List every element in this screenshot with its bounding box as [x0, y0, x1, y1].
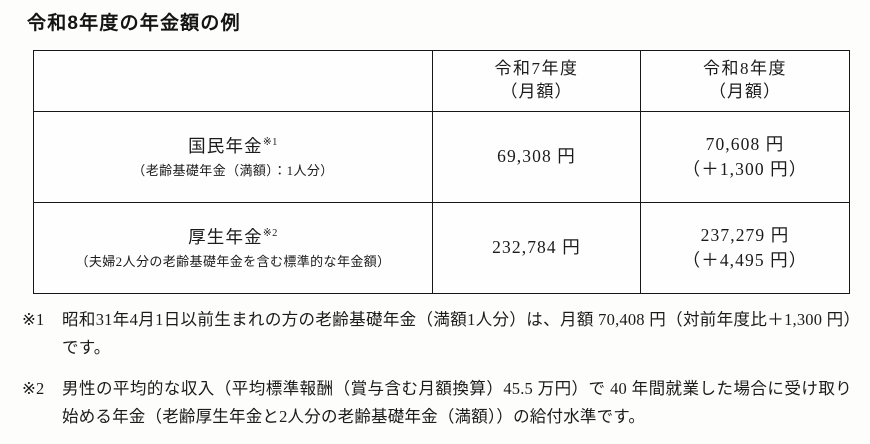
footnote-marker-2: ※2 — [262, 228, 278, 240]
footnote-1: ※1 昭和31年4月1日以前生まれの方の老齢基礎年金（満額1人分）は、月額 70… — [22, 306, 852, 362]
amount-value: 70,608 円 — [705, 133, 785, 154]
header-reiwa7-unit: （月額） — [500, 82, 573, 101]
row-label-main: 国民年金※1 — [34, 133, 432, 159]
footnote-1-marker: ※1 — [22, 310, 45, 329]
header-cell-category — [33, 50, 433, 112]
pension-amount-table: 令和7年度 （月額） 令和8年度 （月額） 国民年金※1 （老齢基礎年金（満額）… — [33, 50, 850, 294]
header-reiwa8-unit: （月額） — [709, 82, 781, 101]
footnote-2: ※2 男性の平均的な収入（平均標準報酬（賞与含む月額換算）45.5 万円）で 4… — [22, 375, 852, 431]
row-label-kokumin-nenkin: 国民年金※1 （老齢基礎年金（満額）：1人分） — [33, 111, 433, 203]
amount-delta: （＋4,495 円） — [682, 250, 808, 270]
table-row-kokumin-nenkin: 国民年金※1 （老齢基礎年金（満額）：1人分） 69,308 円 70,608 … — [33, 111, 850, 203]
footnote-marker-1: ※1 — [262, 137, 278, 149]
table-row-kosei-nenkin: 厚生年金※2 （夫婦2人分の老齢基礎年金を含む標準的な年金額） 232,784 … — [33, 202, 850, 294]
row-label-sub: （老齢基礎年金（満額）：1人分） — [132, 163, 334, 179]
row-label-main-text: 国民年金 — [188, 136, 263, 157]
row-label-main: 厚生年金※2 — [34, 224, 432, 250]
cell-kosei-reiwa8: 237,279 円 （＋4,495 円） — [640, 202, 850, 294]
cell-kokumin-reiwa7: 69,308 円 — [432, 111, 641, 203]
cell-kokumin-reiwa8: 70,608 円 （＋1,300 円） — [640, 111, 850, 203]
row-label-kosei-nenkin: 厚生年金※2 （夫婦2人分の老齢基礎年金を含む標準的な年金額） — [33, 202, 433, 294]
footnotes: ※1 昭和31年4月1日以前生まれの方の老齢基礎年金（満額1人分）は、月額 70… — [22, 306, 852, 444]
footnote-2-text: 男性の平均的な収入（平均標準報酬（賞与含む月額換算）45.5 万円）で 40 年… — [62, 379, 852, 427]
header-cell-reiwa8: 令和8年度 （月額） — [640, 50, 850, 112]
amount-value: 232,784 円 — [492, 237, 581, 258]
page-title: 令和8年度の年金額の例 — [27, 13, 241, 34]
footnote-1-text: 昭和31年4月1日以前生まれの方の老齢基礎年金（満額1人分）は、月額 70,40… — [62, 310, 852, 358]
amount-value: 69,308 円 — [497, 146, 576, 167]
header-cell-reiwa7: 令和7年度 （月額） — [432, 50, 641, 112]
cell-kosei-reiwa7: 232,784 円 — [432, 202, 641, 294]
amount-value: 237,279 円 — [700, 224, 790, 245]
row-label-main-text: 厚生年金 — [188, 227, 263, 248]
table-header-row: 令和7年度 （月額） 令和8年度 （月額） — [33, 50, 850, 112]
header-reiwa7-year: 令和7年度 — [494, 59, 579, 79]
header-reiwa8-year: 令和8年度 — [703, 59, 787, 79]
row-label-sub: （夫婦2人分の老齢基礎年金を含む標準的な年金額） — [75, 254, 391, 270]
footnote-2-marker: ※2 — [22, 379, 45, 399]
amount-delta: （＋1,300 円） — [682, 159, 808, 179]
